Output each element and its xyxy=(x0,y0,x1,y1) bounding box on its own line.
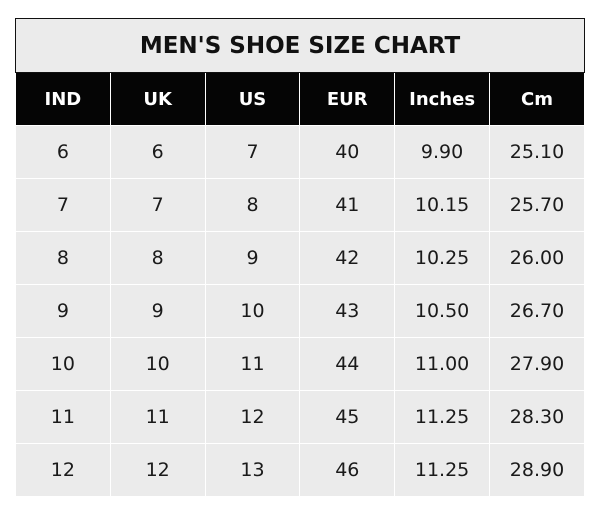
cell-uk: 6 xyxy=(109,125,206,179)
cell-cm: 26.70 xyxy=(488,284,586,338)
table-title: MEN'S SHOE SIZE CHART xyxy=(15,18,585,73)
cell-us: 7 xyxy=(204,125,301,179)
cell-ind: 8 xyxy=(15,231,111,285)
cell-inches: 10.50 xyxy=(394,284,490,338)
table-body: 6 6 7 40 9.90 25.10 7 7 8 41 10.15 25.70 8 8 9 42 10.25 2… xyxy=(15,125,586,497)
cell-uk: 12 xyxy=(109,443,206,497)
cell-eur: 45 xyxy=(299,390,396,444)
cell-eur: 43 xyxy=(299,284,396,338)
column-header-ind: IND xyxy=(15,72,111,126)
cell-inches: 11.25 xyxy=(394,443,490,497)
cell-us: 13 xyxy=(204,443,301,497)
cell-uk: 9 xyxy=(109,284,206,338)
cell-inches: 11.25 xyxy=(394,390,490,444)
column-header-inches: Inches xyxy=(394,72,490,126)
cell-eur: 40 xyxy=(299,125,396,179)
cell-us: 8 xyxy=(204,178,301,232)
cell-us: 10 xyxy=(204,284,301,338)
cell-uk: 10 xyxy=(109,337,206,391)
column-header-eur: EUR xyxy=(299,72,396,126)
cell-uk: 7 xyxy=(109,178,206,232)
cell-uk: 8 xyxy=(109,231,206,285)
table-row: 12 12 13 46 11.25 28.90 xyxy=(15,443,586,497)
cell-eur: 46 xyxy=(299,443,396,497)
cell-eur: 42 xyxy=(299,231,396,285)
cell-ind: 7 xyxy=(15,178,111,232)
table-row: 9 9 10 43 10.50 26.70 xyxy=(15,284,586,338)
cell-cm: 25.70 xyxy=(488,178,586,232)
cell-us: 11 xyxy=(204,337,301,391)
cell-ind: 11 xyxy=(15,390,111,444)
cell-cm: 28.90 xyxy=(488,443,586,497)
cell-ind: 10 xyxy=(15,337,111,391)
table-row: 10 10 11 44 11.00 27.90 xyxy=(15,337,586,391)
table-row: 7 7 8 41 10.15 25.70 xyxy=(15,178,586,232)
cell-eur: 41 xyxy=(299,178,396,232)
column-header-cm: Cm xyxy=(488,72,586,126)
cell-inches: 11.00 xyxy=(394,337,490,391)
cell-inches: 10.25 xyxy=(394,231,490,285)
cell-inches: 9.90 xyxy=(394,125,490,179)
cell-us: 9 xyxy=(204,231,301,285)
table-row: 8 8 9 42 10.25 26.00 xyxy=(15,231,586,285)
shoe-size-table: MEN'S SHOE SIZE CHART IND UK US EUR Inches Cm… xyxy=(15,18,586,497)
cell-inches: 10.15 xyxy=(394,178,490,232)
table-row: 6 6 7 40 9.90 25.10 xyxy=(15,125,586,179)
cell-eur: 44 xyxy=(299,337,396,391)
cell-ind: 12 xyxy=(15,443,111,497)
table-row: 11 11 12 45 11.25 28.30 xyxy=(15,390,586,444)
cell-uk: 11 xyxy=(109,390,206,444)
header-row: IND UK US EUR Inches Cm xyxy=(15,72,586,126)
cell-cm: 28.30 xyxy=(488,390,586,444)
cell-cm: 25.10 xyxy=(488,125,586,179)
cell-ind: 6 xyxy=(15,125,111,179)
column-header-us: US xyxy=(204,72,301,126)
cell-us: 12 xyxy=(204,390,301,444)
column-header-uk: UK xyxy=(109,72,206,126)
cell-cm: 26.00 xyxy=(488,231,586,285)
cell-ind: 9 xyxy=(15,284,111,338)
cell-cm: 27.90 xyxy=(488,337,586,391)
